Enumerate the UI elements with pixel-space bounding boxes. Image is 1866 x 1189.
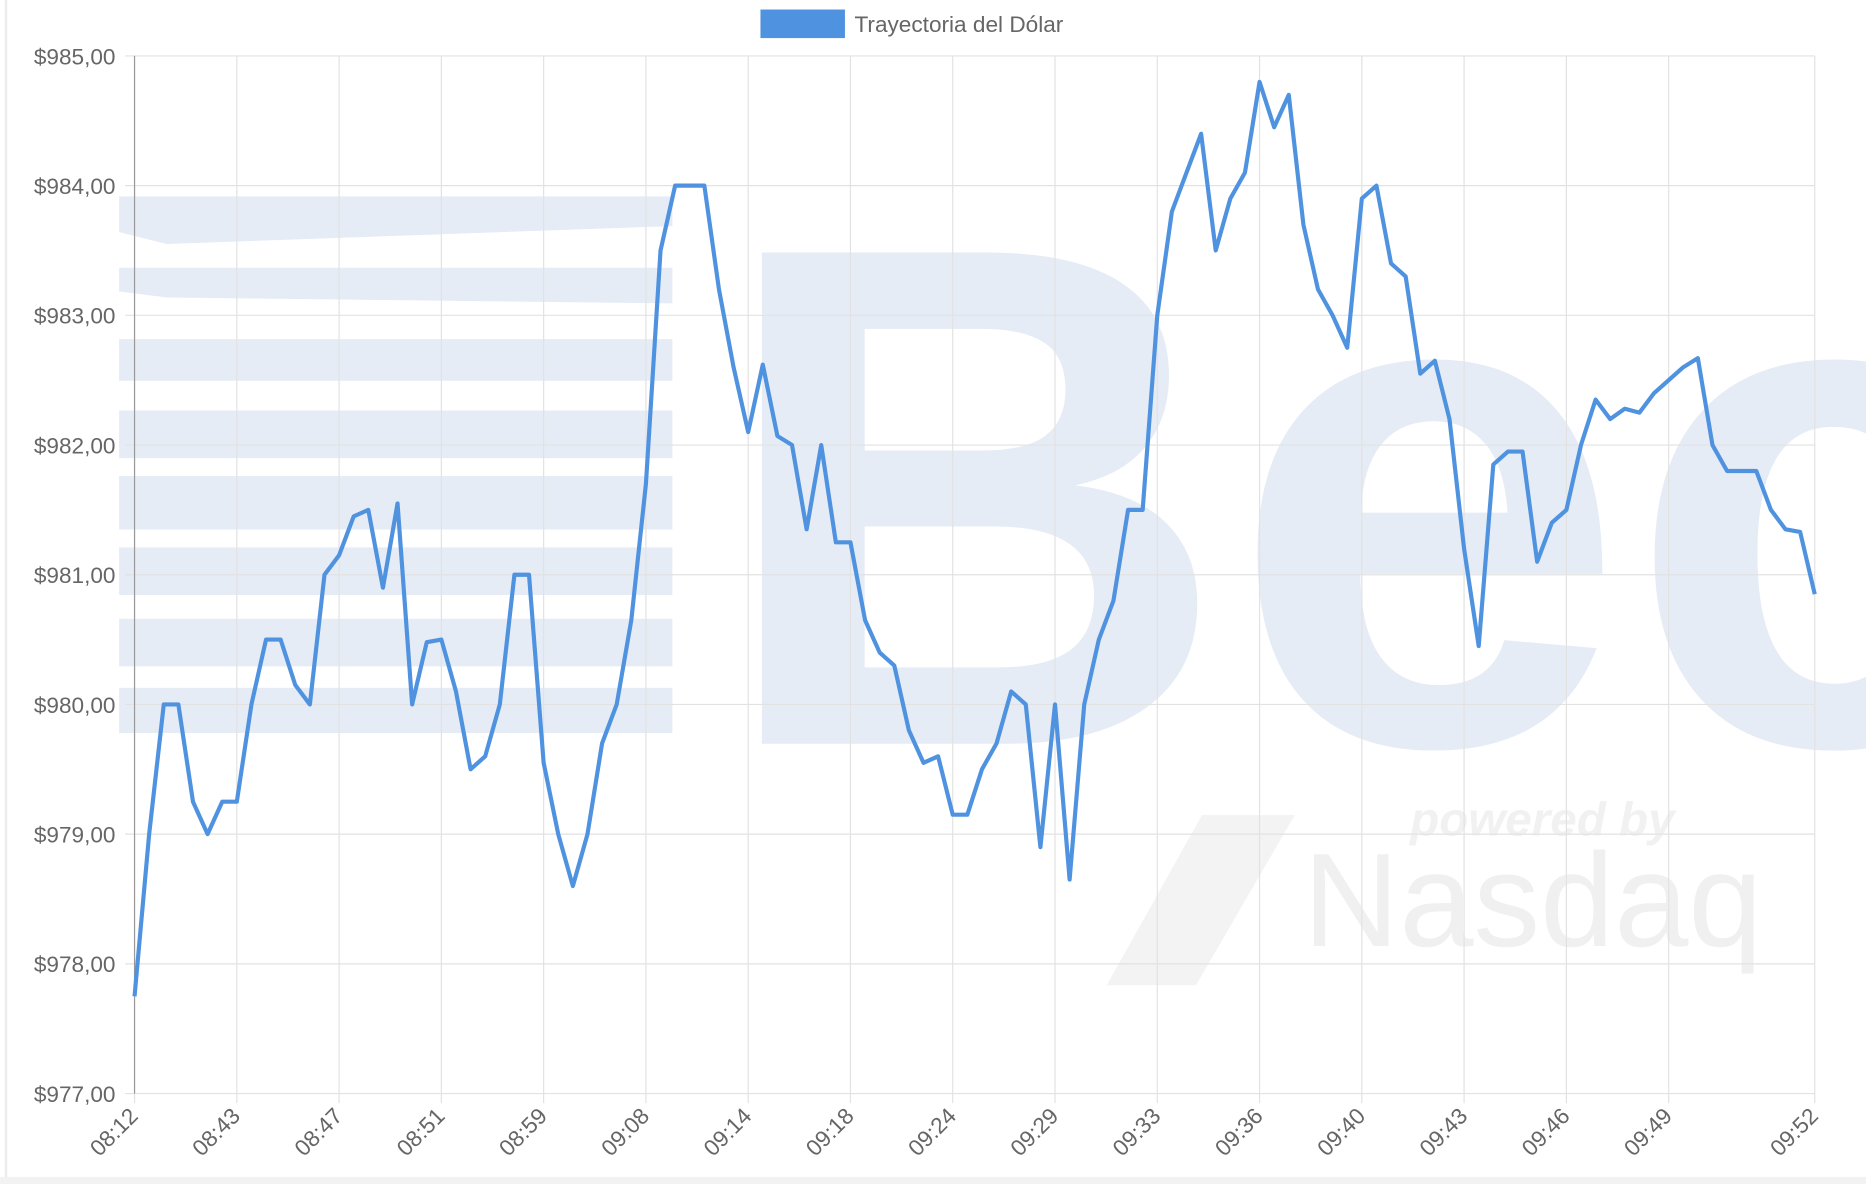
watermark-brand: Nasdaq	[1303, 826, 1762, 975]
x-tick-label: 08:47	[290, 1103, 348, 1161]
x-tick-label: 08:12	[85, 1103, 143, 1161]
x-tick-label: 09:43	[1415, 1103, 1473, 1161]
x-tick-label: 09:24	[903, 1103, 961, 1161]
y-tick-label: $980,00	[34, 693, 116, 718]
x-tick-label: 09:33	[1108, 1103, 1166, 1161]
x-tick-label: 08:59	[494, 1103, 552, 1161]
y-tick-label: $983,00	[34, 304, 116, 329]
y-tick-label: $982,00	[34, 433, 116, 458]
watermark-tagline: powered by	[1408, 793, 1677, 846]
x-tick-label: 09:46	[1517, 1103, 1575, 1161]
logo-stripe	[119, 547, 673, 595]
x-tick-label: 08:51	[392, 1103, 450, 1161]
legend-swatch	[760, 9, 845, 39]
legend-label: Trayectoria del Dólar	[854, 12, 1063, 37]
y-tick-label: $984,00	[34, 174, 116, 199]
y-tick-label: $985,00	[34, 44, 116, 69]
y-tick-label: $981,00	[34, 563, 116, 588]
x-tick-label: 09:40	[1312, 1103, 1370, 1161]
watermark: Bec powered by Nasdaq	[119, 99, 1866, 986]
data-line	[132, 79, 1817, 997]
x-tick-label: 09:52	[1765, 1103, 1823, 1161]
x-tick-label: 09:08	[597, 1103, 655, 1161]
logo-stripe	[119, 410, 673, 459]
logo-stripe	[119, 196, 673, 244]
logo-stripe	[119, 267, 673, 304]
x-tick-label: 09:18	[801, 1103, 859, 1161]
logo-stripe	[119, 618, 673, 667]
frame-bottom	[0, 1176, 1866, 1184]
x-tick-label: 09:36	[1210, 1103, 1268, 1161]
logo-stripe	[119, 339, 673, 381]
y-tick-label: $977,00	[34, 1082, 116, 1107]
x-tick-label: 09:29	[1006, 1103, 1064, 1161]
x-tick-label: 09:49	[1619, 1103, 1677, 1161]
y-tick-label: $979,00	[34, 822, 116, 847]
legend: Trayectoria del Dólar	[760, 9, 1064, 39]
x-tick-label: 09:14	[699, 1103, 757, 1161]
nasdaq-mark	[1106, 815, 1295, 986]
x-tick-label: 08:43	[187, 1103, 245, 1161]
watermark-logo: Bec	[714, 99, 1866, 896]
y-tick-label: $978,00	[34, 952, 116, 977]
logo-stripe	[119, 687, 673, 734]
